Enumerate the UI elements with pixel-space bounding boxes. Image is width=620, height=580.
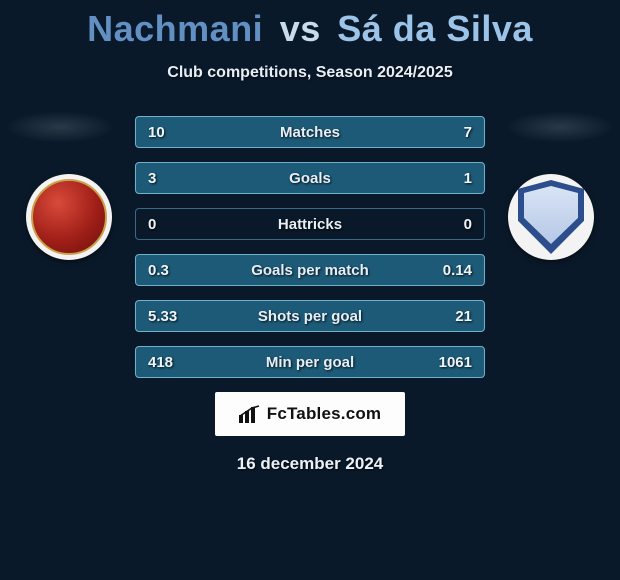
- stat-label: Goals per match: [251, 262, 369, 279]
- stat-left-value: 3: [148, 170, 156, 187]
- stat-right-value: 0: [464, 216, 472, 233]
- season-subtitle: Club competitions, Season 2024/2025: [0, 64, 620, 82]
- stat-row: 0 Hattricks 0: [135, 208, 485, 240]
- stat-label: Min per goal: [266, 354, 354, 371]
- stat-label: Matches: [280, 124, 340, 141]
- title-vs: vs: [280, 8, 321, 49]
- stat-right-value: 1: [464, 170, 472, 187]
- brand-text: FcTables.com: [267, 404, 382, 424]
- stat-row: 3 Goals 1: [135, 162, 485, 194]
- player1-name: Nachmani: [87, 8, 263, 49]
- stat-label: Goals: [289, 170, 331, 187]
- stat-left-value: 0.3: [148, 262, 169, 279]
- stat-left-value: 0: [148, 216, 156, 233]
- club-badge-left: [26, 174, 112, 260]
- stat-row: 0.3 Goals per match 0.14: [135, 254, 485, 286]
- comparison-body: 10Matches73Goals10Hattricks00.3Goals per…: [0, 110, 620, 474]
- brand-box: FcTables.com: [215, 392, 405, 436]
- stat-left-value: 418: [148, 354, 173, 371]
- stat-label: Shots per goal: [258, 308, 362, 325]
- player2-shadow: [508, 112, 612, 142]
- stat-right-value: 21: [455, 308, 472, 325]
- stat-row: 418 Min per goal 1061: [135, 346, 485, 378]
- player2-name: Sá da Silva: [337, 8, 533, 49]
- stat-left-value: 10: [148, 124, 165, 141]
- stat-row: 10 Matches 7: [135, 116, 485, 148]
- stat-row: 5.33 Shots per goal 21: [135, 300, 485, 332]
- stat-left-value: 5.33: [148, 308, 177, 325]
- stat-right-value: 7: [464, 124, 472, 141]
- club-badge-left-inner: [31, 179, 107, 255]
- player1-shadow: [8, 112, 112, 142]
- stat-right-value: 0.14: [443, 262, 472, 279]
- snapshot-date: 16 december 2024: [0, 454, 620, 474]
- stats-rows: 10Matches73Goals10Hattricks00.3Goals per…: [135, 110, 485, 378]
- stat-right-value: 1061: [439, 354, 472, 371]
- club-badge-right: [508, 174, 594, 260]
- club-badge-right-shield: [518, 180, 584, 254]
- stat-label: Hattricks: [278, 216, 342, 233]
- fctables-logo-icon: [239, 405, 261, 423]
- comparison-title: Nachmani vs Sá da Silva: [0, 0, 620, 50]
